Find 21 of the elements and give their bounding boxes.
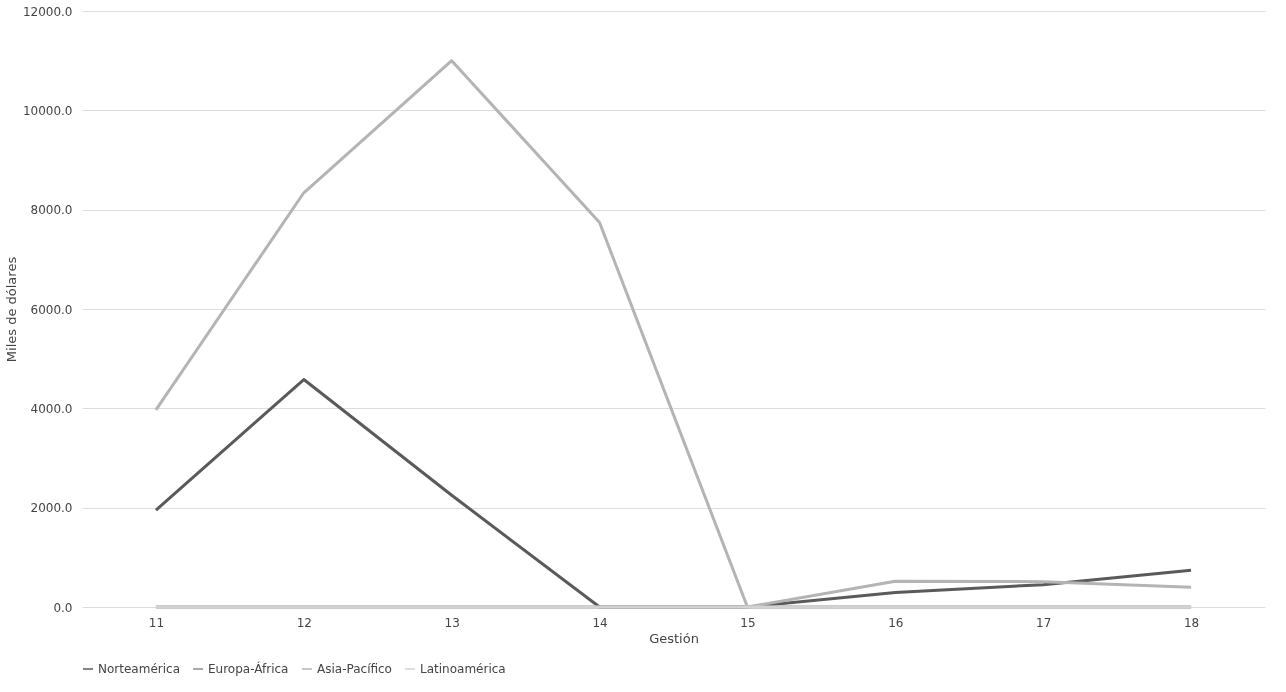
x-tick-label: 13 [444, 615, 460, 630]
y-axis-title: Miles de dólares [3, 256, 19, 363]
x-axis-title: Gestión [649, 630, 699, 646]
x-tick-label: 12 [296, 615, 312, 630]
y-tick-label: 4000.0 [30, 401, 73, 416]
legend-label: Latinoamérica [420, 662, 506, 676]
y-tick-label: 6000.0 [30, 302, 73, 317]
y-tick-label: 12000.0 [22, 4, 73, 19]
x-tick-label: 17 [1036, 615, 1052, 630]
x-tick-label: 14 [592, 615, 608, 630]
y-tick-label: 2000.0 [30, 501, 73, 516]
x-tick-label: 18 [1183, 615, 1200, 630]
legend-label: Norteamérica [98, 662, 180, 676]
legend-label: Europa-África [208, 661, 289, 676]
x-tick-label: 11 [148, 615, 165, 630]
x-tick-label: 15 [740, 615, 756, 630]
y-tick-label: 0.0 [53, 600, 73, 615]
legend-label: Asia-Pacífico [317, 662, 392, 676]
x-tick-label: 16 [888, 615, 904, 630]
y-tick-label: 8000.0 [30, 203, 73, 218]
y-tick-label: 10000.0 [22, 103, 73, 118]
